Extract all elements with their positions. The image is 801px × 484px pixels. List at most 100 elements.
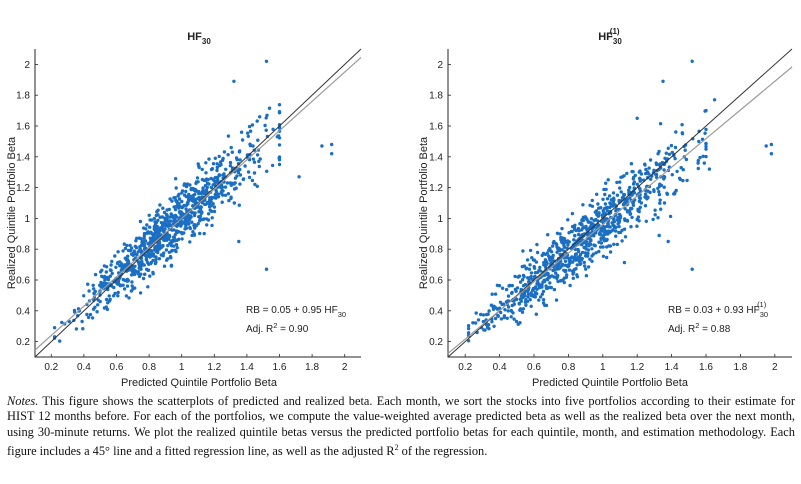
scatter-point <box>210 223 214 228</box>
scatter-point <box>204 161 208 165</box>
scatter-point <box>247 175 252 180</box>
scatter-point <box>87 289 91 293</box>
scatter-point <box>200 210 204 214</box>
scatter-point <box>240 138 245 142</box>
scatter-point <box>555 267 559 271</box>
scatter-point <box>189 187 193 192</box>
y-tick-label: 2 <box>24 60 30 71</box>
scatter-point <box>662 168 666 172</box>
scatter-point <box>621 202 626 207</box>
scatter-point <box>604 181 608 185</box>
scatter-point <box>654 175 659 179</box>
scatter-point <box>704 154 708 159</box>
scatter-point <box>208 208 212 212</box>
scatter-point <box>156 243 160 247</box>
scatter-point <box>492 324 496 328</box>
scatter-point <box>158 203 162 207</box>
scatter-point <box>226 134 231 138</box>
scatter-point <box>129 246 134 250</box>
scatter-point <box>529 304 533 308</box>
scatter-point <box>129 289 134 293</box>
scatter-point <box>238 182 242 186</box>
scatter-point <box>177 197 182 201</box>
scatter-point <box>586 265 591 269</box>
scatter-point <box>495 283 500 287</box>
scatter-point <box>665 191 669 195</box>
y-tick-label: 0.6 <box>429 276 443 287</box>
scatter-point <box>182 193 187 197</box>
right-regression-equation: RB = 0.03 + 0.93 HF30(1) <box>668 300 768 319</box>
scatter-point <box>533 290 538 295</box>
scatter-point <box>481 313 486 317</box>
y-tick-label: 2 <box>437 60 443 71</box>
scatter-point <box>644 167 648 172</box>
scatter-point <box>232 201 236 205</box>
scatter-point <box>218 163 222 168</box>
scatter-point <box>167 233 172 238</box>
scatter-point <box>541 298 546 302</box>
scatter-point <box>95 310 99 314</box>
x-tick-label: 1.6 <box>699 362 713 373</box>
scatter-point <box>183 220 187 225</box>
scatter-point <box>144 257 148 261</box>
scatter-point <box>177 237 181 241</box>
scatter-point <box>154 255 158 259</box>
scatter-point <box>597 232 602 236</box>
scatter-point <box>88 312 93 317</box>
scatter-point <box>165 208 169 212</box>
scatter-point <box>182 182 187 186</box>
x-tick-label: 1.4 <box>240 362 254 373</box>
scatter-point <box>588 257 592 261</box>
x-tick-label: 0.6 <box>110 362 124 373</box>
scatter-point <box>562 244 566 248</box>
scatter-point <box>151 252 156 256</box>
scatter-point <box>606 178 610 182</box>
scatter-point <box>608 244 612 248</box>
scatter-point <box>617 230 621 235</box>
x-tick-label: 0.4 <box>77 362 91 373</box>
scatter-point <box>601 245 605 249</box>
scatter-point <box>597 211 601 215</box>
scatter-point <box>297 175 301 179</box>
left-y-axis-label: Realized Quintile Portfolio Beta <box>6 136 18 289</box>
scatter-point <box>552 287 557 292</box>
scatter-point <box>182 231 186 235</box>
scatter-point <box>125 284 130 288</box>
scatter-point <box>600 226 604 230</box>
x-tick-label: 1 <box>179 362 185 373</box>
scatter-point <box>681 178 685 183</box>
scatter-point <box>137 274 142 279</box>
scatter-point <box>137 262 141 266</box>
scatter-point <box>520 278 525 282</box>
scatter-point <box>602 210 606 215</box>
scatter-point <box>100 268 104 272</box>
scatter-point <box>696 161 700 165</box>
scatter-point <box>528 298 532 302</box>
x-tick-label: 0.4 <box>493 362 507 373</box>
scatter-point <box>618 186 622 190</box>
scatter-point <box>667 152 672 156</box>
scatter-point <box>149 249 154 253</box>
scatter-point <box>613 203 617 207</box>
scatter-point <box>529 291 533 295</box>
scatter-point <box>164 212 169 217</box>
scatter-point <box>139 265 143 269</box>
left-x-tick-labels: 0.2 0.4 0.6 0.8 1 1.2 1.4 1.6 1.8 2 <box>44 362 348 373</box>
scatter-point <box>146 285 150 289</box>
x-tick-label: 0.2 <box>44 362 58 373</box>
scatter-point <box>628 212 632 216</box>
scatter-point <box>256 138 260 142</box>
scatter-point <box>489 303 494 307</box>
scatter-point <box>168 197 172 201</box>
scatter-point <box>696 166 700 171</box>
scatter-point <box>521 307 526 311</box>
scatter-point <box>603 206 607 211</box>
scatter-point <box>271 127 275 131</box>
y-tick-label: 1.4 <box>429 152 443 163</box>
scatter-point <box>243 164 247 168</box>
scatter-point <box>103 274 107 279</box>
scatter-point <box>110 259 114 264</box>
scatter-point <box>91 307 96 311</box>
scatter-point <box>704 144 708 149</box>
scatter-point <box>590 198 594 203</box>
